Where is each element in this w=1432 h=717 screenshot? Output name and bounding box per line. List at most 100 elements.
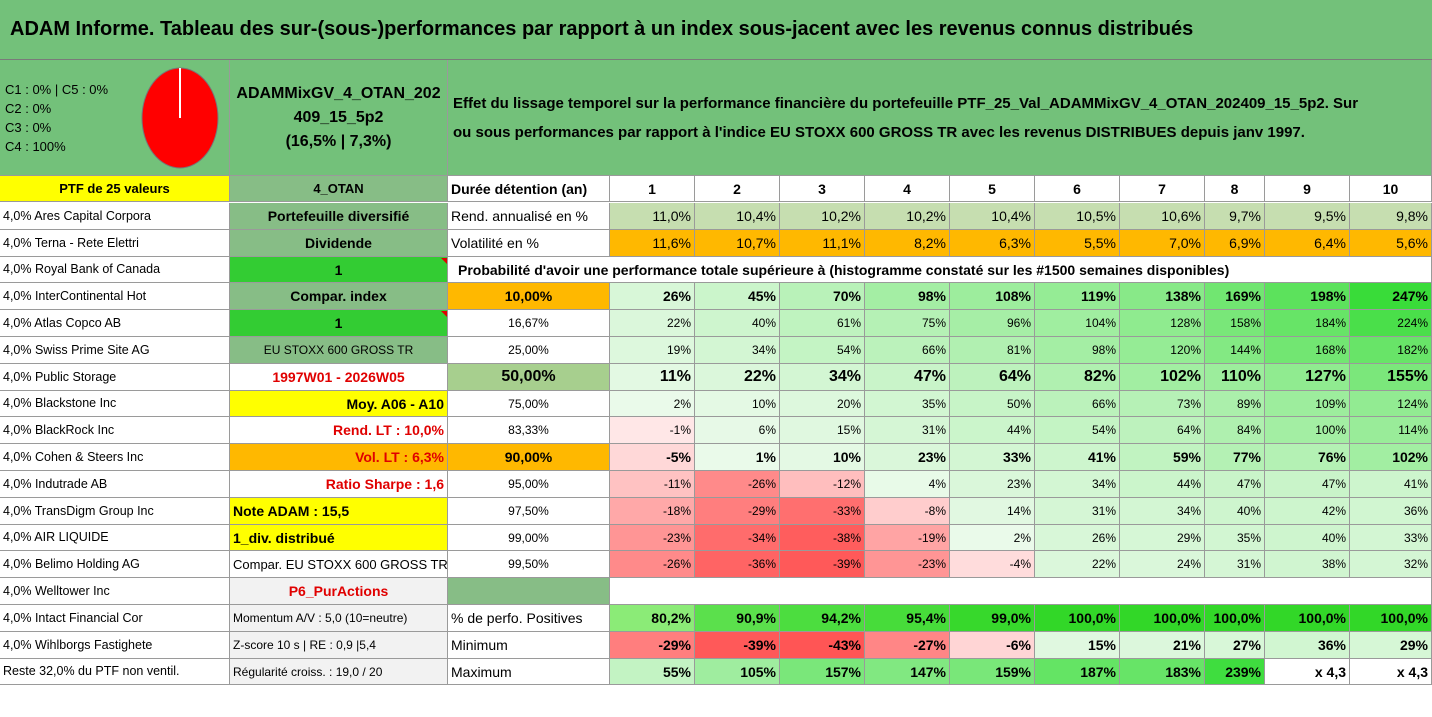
year-header: 7: [1120, 176, 1205, 202]
probability-value: 23%: [865, 444, 950, 471]
stat-value: 100,0%: [1035, 605, 1120, 632]
probability-value: 77%: [1205, 444, 1265, 471]
probability-header: Probabilité d'avoir une performance tota…: [448, 257, 1432, 283]
probability-value: 40%: [695, 310, 780, 337]
volatility-value: 8,2%: [865, 230, 950, 257]
return-value: 10,4%: [950, 203, 1035, 230]
probability-value: 47%: [865, 364, 950, 391]
probability-value: -38%: [780, 525, 865, 551]
info-cell: EU STOXX 600 GROSS TR: [230, 337, 448, 364]
comment-marker-icon: [441, 311, 447, 317]
probability-value: 120%: [1120, 337, 1205, 364]
probability-value: 35%: [865, 391, 950, 417]
probability-value: 34%: [695, 337, 780, 364]
volatility-label: Volatilité en %: [448, 230, 610, 257]
probability-value: 15%: [780, 417, 865, 444]
holding-row: 4,0% Intact Financial Cor: [0, 605, 230, 632]
probability-value: 224%: [1350, 310, 1432, 337]
probability-value: 31%: [1035, 498, 1120, 525]
probability-value: 98%: [865, 283, 950, 310]
year-header: 5: [950, 176, 1035, 202]
probability-value: -36%: [695, 551, 780, 578]
stat-value: 94,2%: [780, 605, 865, 632]
holding-row: 4,0% InterContinental Hot: [0, 283, 230, 310]
probability-value: -4%: [950, 551, 1035, 578]
info-cell: Compar. EU STOXX 600 GROSS TR: [230, 551, 448, 578]
holding-row: 4,0% AIR LIQUIDE: [0, 525, 230, 551]
probability-value: 66%: [865, 337, 950, 364]
stat-value: -43%: [780, 632, 865, 659]
probability-value: 20%: [780, 391, 865, 417]
allocation-pie-chart: [140, 66, 220, 170]
threshold-cell: 99,00%: [448, 525, 610, 551]
info-cell: P6_PurActions: [230, 578, 448, 605]
stat-value: 100,0%: [1205, 605, 1265, 632]
returns-label: Rend. annualisé en %: [448, 203, 610, 230]
probability-value: 40%: [1205, 498, 1265, 525]
probability-value: 35%: [1205, 525, 1265, 551]
probability-value: 109%: [1265, 391, 1350, 417]
stat-value: 159%: [950, 659, 1035, 685]
probability-value: 104%: [1035, 310, 1120, 337]
return-value: 11,0%: [610, 203, 695, 230]
probability-value: 11%: [610, 364, 695, 391]
stat-value: 187%: [1035, 659, 1120, 685]
probability-value: 2%: [950, 525, 1035, 551]
stat-value: x 4,3: [1350, 659, 1432, 685]
probability-value: -18%: [610, 498, 695, 525]
portfolio-name-line: ADAMMixGV_4_OTAN_202: [236, 84, 441, 102]
probability-value: 34%: [780, 364, 865, 391]
probability-value: 128%: [1120, 310, 1205, 337]
threshold-cell: 99,50%: [448, 551, 610, 578]
probability-value: -12%: [780, 471, 865, 498]
probability-value: 168%: [1265, 337, 1350, 364]
portfolio-name-line: (16,5% | 7,3%): [285, 132, 392, 150]
stat-value: -29%: [610, 632, 695, 659]
probability-value: 1%: [695, 444, 780, 471]
probability-value: 76%: [1265, 444, 1350, 471]
probability-value: 61%: [780, 310, 865, 337]
probability-value: 50%: [950, 391, 1035, 417]
probability-value: 40%: [1265, 525, 1350, 551]
volatility-value: 5,6%: [1350, 230, 1432, 257]
probability-value: -26%: [610, 551, 695, 578]
probability-value: -1%: [610, 417, 695, 444]
probability-value: 110%: [1205, 364, 1265, 391]
holding-row: 4,0% Royal Bank of Canada: [0, 257, 230, 283]
threshold-cell: 10,00%: [448, 283, 610, 310]
probability-value: 36%: [1350, 498, 1432, 525]
threshold-cell: 75,00%: [448, 391, 610, 417]
probability-value: 31%: [1205, 551, 1265, 578]
volatility-value: 5,5%: [1035, 230, 1120, 257]
probability-value: -8%: [865, 498, 950, 525]
class-line: C1 : 0% | C5 : 0%: [5, 81, 109, 97]
info-cell: Compar. index: [230, 283, 448, 310]
report-title: ADAM Informe. Tableau des sur-(sous-)per…: [0, 0, 1432, 60]
probability-value: 32%: [1350, 551, 1432, 578]
stat-value: 183%: [1120, 659, 1205, 685]
probability-value: 45%: [695, 283, 780, 310]
return-value: 10,6%: [1120, 203, 1205, 230]
volatility-value: 11,1%: [780, 230, 865, 257]
volatility-value: 6,4%: [1265, 230, 1350, 257]
probability-value: -26%: [695, 471, 780, 498]
holding-row: 4,0% Atlas Copco AB: [0, 310, 230, 337]
probability-value: 41%: [1350, 471, 1432, 498]
spacer-cell: [448, 578, 610, 605]
probability-value: 158%: [1205, 310, 1265, 337]
volatility-value: 6,3%: [950, 230, 1035, 257]
holding-row: 4,0% Ares Capital Corpora: [0, 203, 230, 230]
probability-value: 10%: [780, 444, 865, 471]
holding-row: 4,0% Terna - Rete Elettri: [0, 230, 230, 257]
holding-row: 4,0% Swiss Prime Site AG: [0, 337, 230, 364]
spacer-cell: [610, 578, 1432, 605]
probability-value: 38%: [1265, 551, 1350, 578]
probability-value: 33%: [1350, 525, 1432, 551]
probability-value: 184%: [1265, 310, 1350, 337]
probability-value: 102%: [1120, 364, 1205, 391]
info-cell: 1: [230, 310, 448, 337]
stat-value: 36%: [1265, 632, 1350, 659]
description-line: Effet du lissage temporel sur la perform…: [453, 94, 1359, 112]
threshold-cell: 83,33%: [448, 417, 610, 444]
probability-value: -39%: [780, 551, 865, 578]
